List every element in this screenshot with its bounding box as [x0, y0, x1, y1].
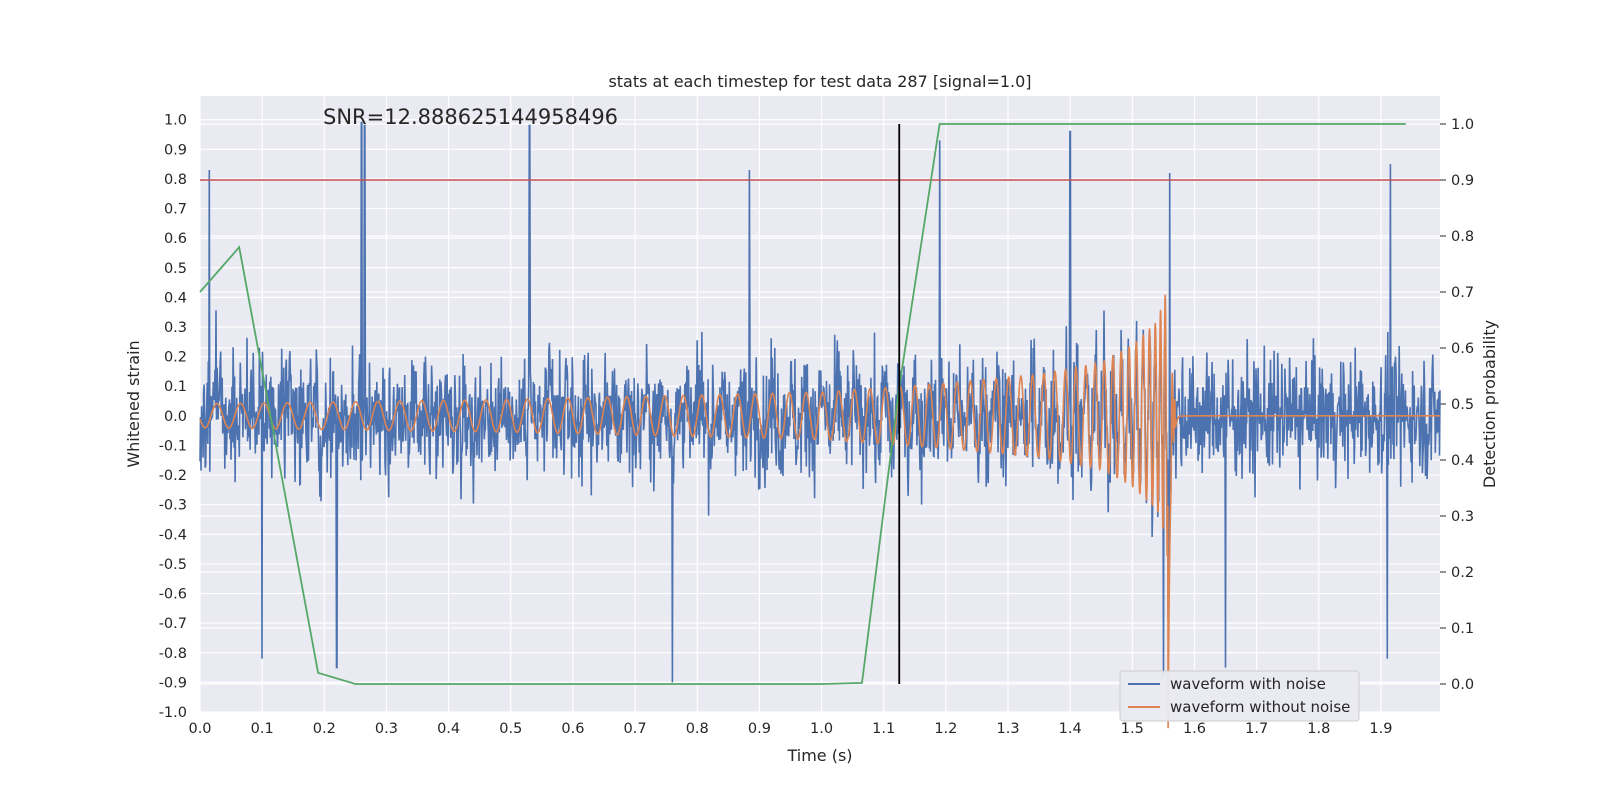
y-tick-label: 0.7: [164, 202, 187, 218]
y2-tick-label: 1.0: [1451, 117, 1474, 133]
x-tick-label: 0.6: [561, 721, 584, 737]
y-tick-label: -0.4: [159, 527, 187, 543]
y-tick-label: 0.6: [164, 231, 187, 247]
legend-box: [1119, 670, 1360, 722]
y-tick-label: 0.3: [164, 320, 187, 336]
y-tick-label: -0.3: [159, 498, 187, 514]
x-tick-label: 0.8: [686, 721, 709, 737]
y-tick-label: 0.8: [164, 172, 187, 188]
y-axis-label: Whitened strain: [124, 340, 143, 467]
x-tick-label: 1.0: [810, 721, 833, 737]
y-tick-label: -0.7: [159, 616, 187, 632]
chart-title: stats at each timestep for test data 287…: [608, 72, 1031, 91]
y-tick-label: 0.5: [164, 261, 187, 277]
x-axis-label: Time (s): [786, 746, 852, 765]
y-tick-label: 0.4: [164, 290, 187, 306]
x-tick-label: 1.4: [1059, 721, 1082, 737]
y2-ticks: 1.0 0.9 0.8 0.7 0.6 0.5 0.4 0.3 0.2 0.1 0.0: [1440, 117, 1474, 693]
x-tick-label: 0.2: [313, 721, 336, 737]
x-tick-label: 0.5: [499, 721, 522, 737]
x-tick-label: 1.2: [934, 721, 957, 737]
y2-tick-label: 0.6: [1451, 341, 1474, 357]
y2-tick-label: 0.2: [1451, 565, 1474, 581]
x-tick-label: 0.9: [748, 721, 771, 737]
legend-label-clean: waveform without noise: [1170, 698, 1350, 716]
y2-tick-label: 0.1: [1451, 621, 1474, 637]
y2-tick-label: 0.3: [1451, 509, 1474, 525]
y-tick-label: -0.1: [159, 438, 187, 454]
y2-axis-label: Detection probability: [1480, 320, 1499, 488]
y2-tick-label: 0.8: [1451, 229, 1474, 245]
x-tick-label: 1.9: [1369, 721, 1392, 737]
x-tick-label: 0.3: [375, 721, 398, 737]
y-tick-label: -1.0: [159, 705, 187, 721]
y2-tick-label: 0.5: [1451, 397, 1474, 413]
y-tick-label: 0.1: [164, 379, 187, 395]
x-tick-label: 0.1: [251, 721, 274, 737]
snr-annotation: SNR=12.888625144958496: [323, 105, 618, 129]
y-tick-label: -0.5: [159, 557, 187, 573]
y2-tick-label: 0.0: [1451, 677, 1474, 693]
y-tick-label: 0.9: [164, 142, 187, 158]
x-tick-label: 0.0: [188, 721, 211, 737]
y-tick-label: -0.6: [159, 587, 187, 603]
x-tick-label: 1.3: [996, 721, 1019, 737]
x-tick-label: 1.6: [1183, 721, 1206, 737]
x-tick-label: 0.4: [437, 721, 460, 737]
series-without-noise-line: [199, 294, 1440, 729]
x-tick-label: 1.7: [1245, 721, 1268, 737]
x-tick-label: 1.1: [872, 721, 895, 737]
x-ticks: 0.0 0.1 0.2 0.3 0.4 0.5 0.6 0.7 0.8 0.9 1.0 1.1 1.2 1…: [188, 721, 1392, 737]
y-tick-label: 1.0: [164, 113, 187, 129]
y2-tick-label: 0.7: [1451, 285, 1474, 301]
y-tick-label: 0.2: [164, 350, 187, 366]
x-tick-label: 0.7: [624, 721, 647, 737]
y2-tick-label: 0.4: [1451, 453, 1474, 469]
y-ticks: 1.0 0.9 0.8 0.7 0.6 0.5 0.4 0.3 0.2 0.1 0.0 -0.1 -0.…: [159, 113, 187, 721]
y-tick-label: -0.9: [159, 675, 187, 691]
y-tick-label: -0.8: [159, 646, 187, 662]
legend: waveform with noise waveform without noi…: [1119, 670, 1360, 722]
y-tick-label: -0.2: [159, 468, 187, 484]
series-group: [199, 121, 1441, 729]
grid: [199, 96, 1440, 713]
y-tick-label: 0.0: [164, 409, 187, 425]
x-tick-label: 1.8: [1307, 721, 1330, 737]
legend-label-noise: waveform with noise: [1170, 675, 1326, 693]
detection-probability-line: [199, 123, 1406, 685]
x-tick-label: 1.5: [1121, 721, 1144, 737]
y2-tick-label: 0.9: [1451, 173, 1474, 189]
